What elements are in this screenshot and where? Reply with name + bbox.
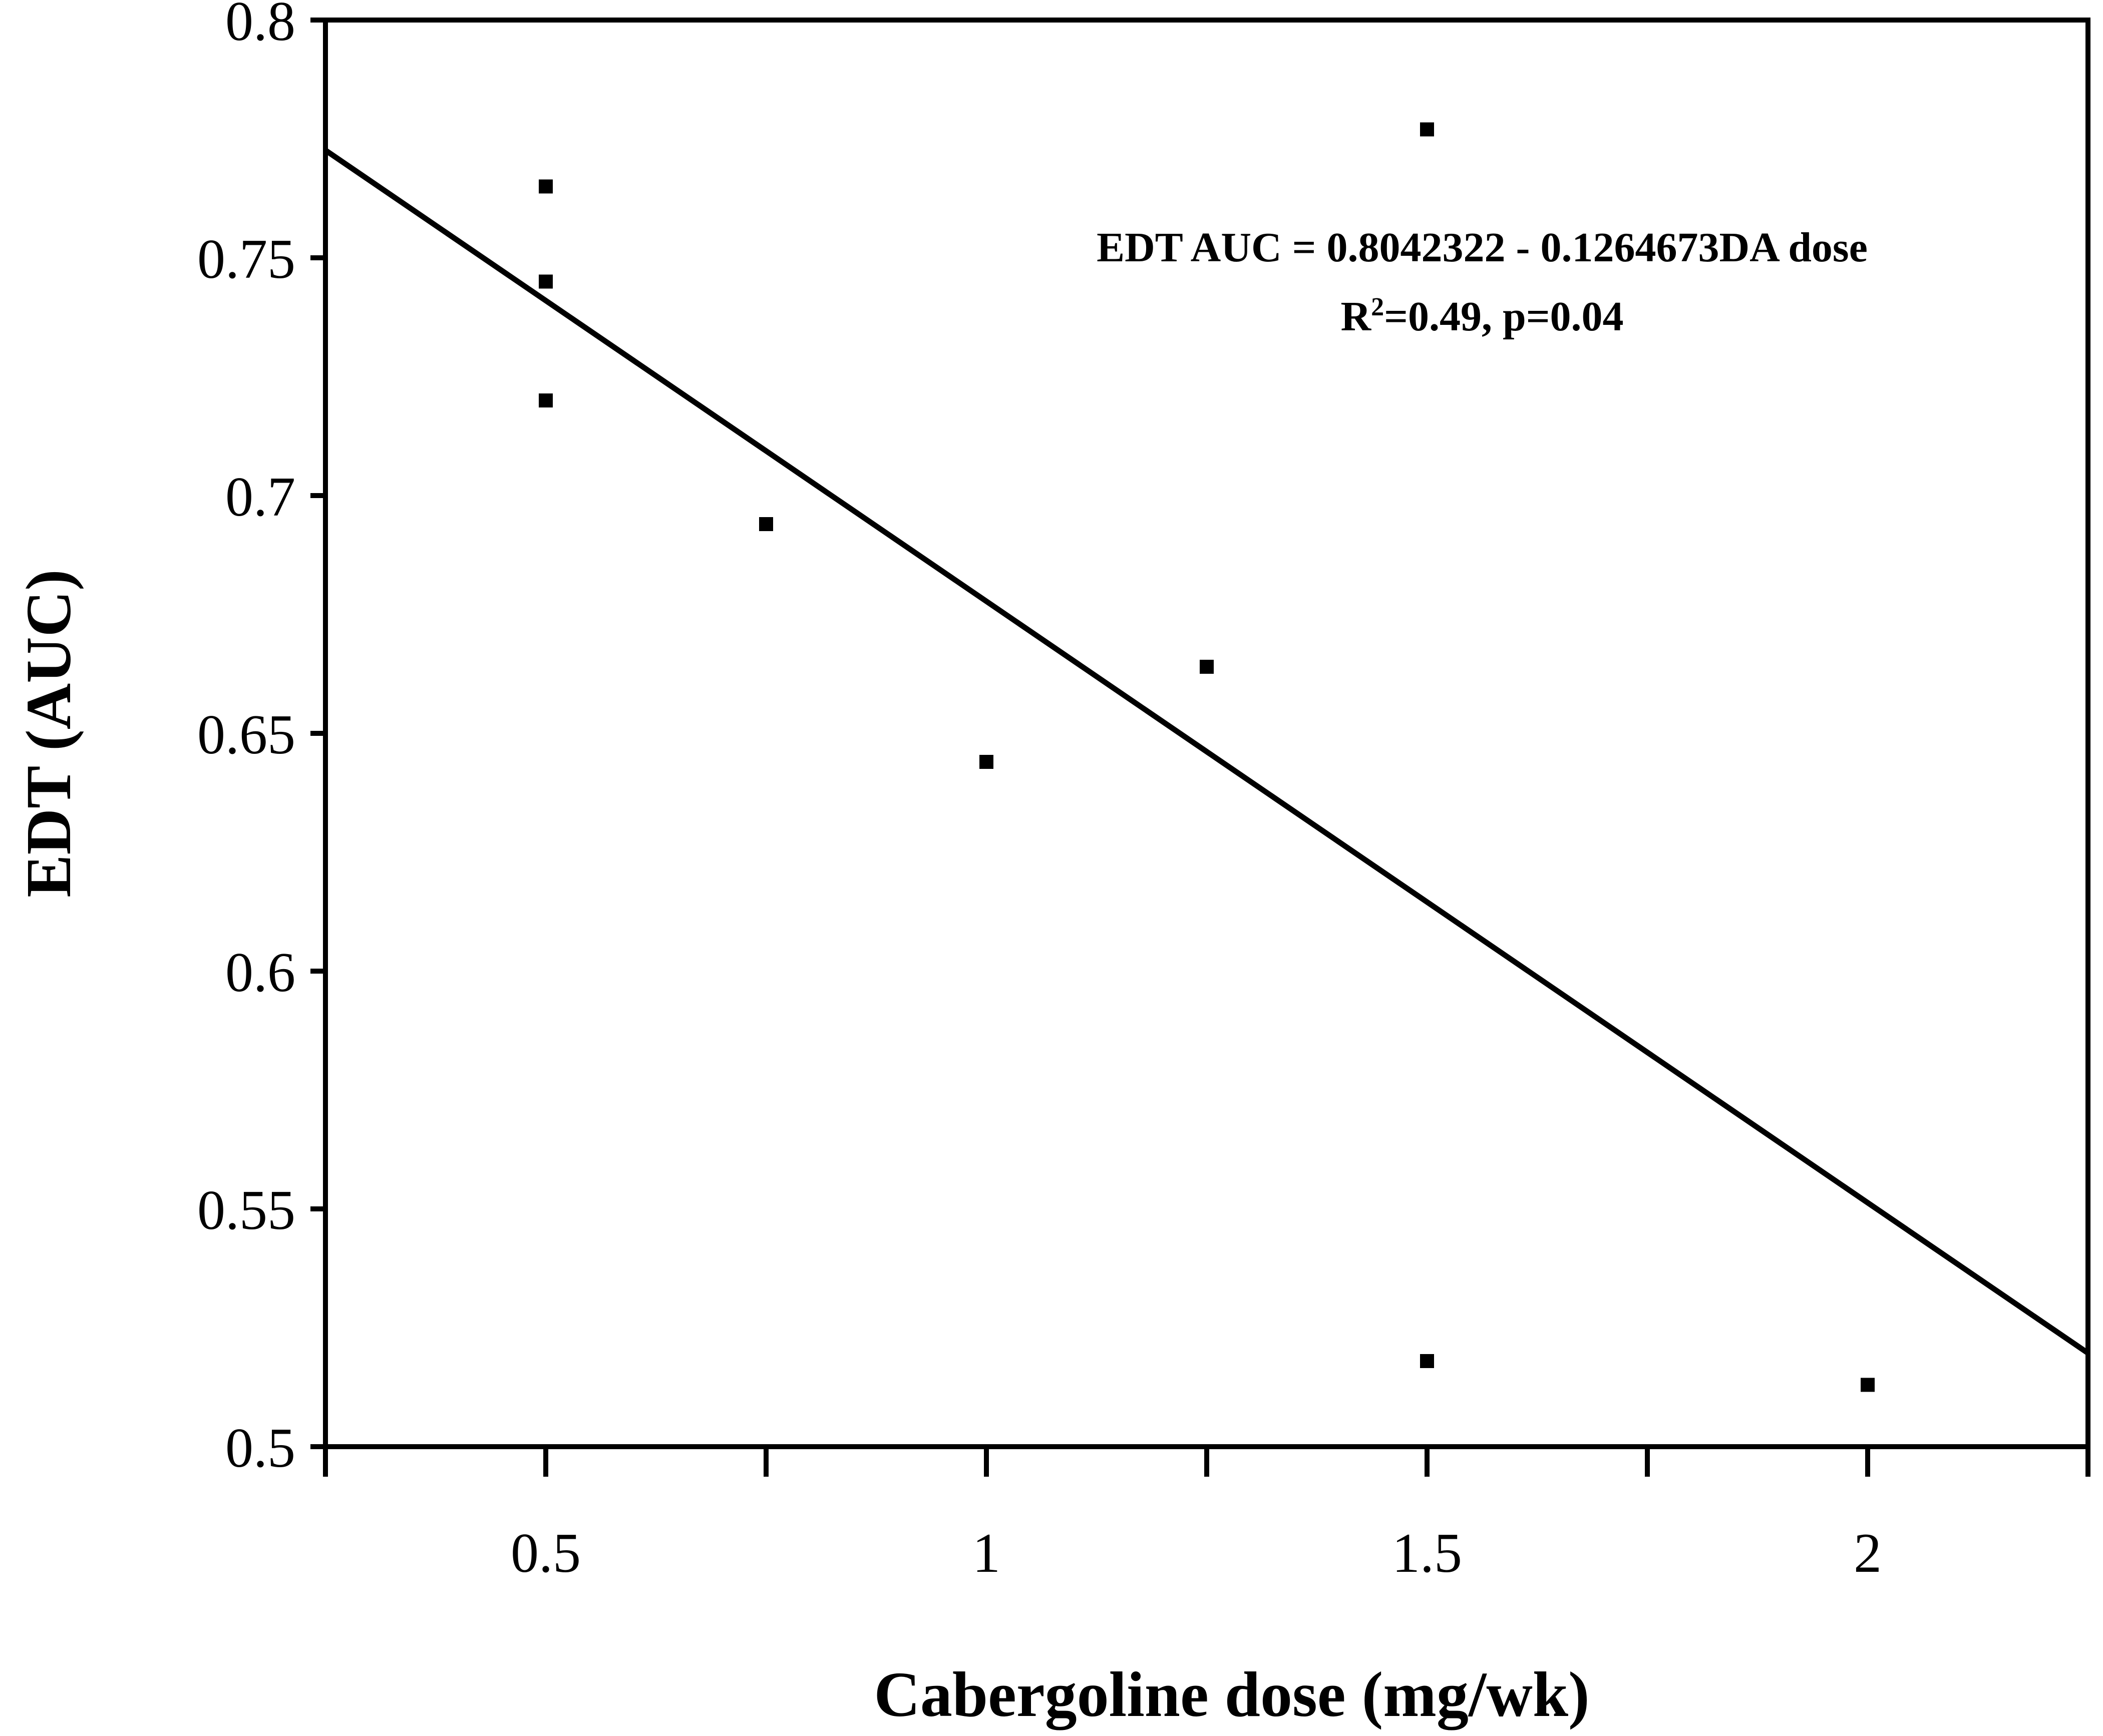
data-point	[1200, 660, 1214, 674]
data-point	[979, 755, 993, 769]
x-tick-label: 2	[1854, 1522, 1882, 1584]
data-point	[759, 517, 773, 531]
y-tick-label: 0.75	[197, 228, 295, 290]
regression-stats: R2=0.49, p=0.04	[1340, 293, 1623, 340]
x-axis-title: Cabergoline dose (mg/wk)	[874, 1659, 1589, 1730]
data-point	[1861, 1378, 1875, 1392]
data-point	[539, 393, 553, 407]
y-tick-label: 0.6	[225, 942, 295, 1004]
data-point	[1420, 1354, 1434, 1368]
regression-equation: EDT AUC = 0.8042322 - 0.1264673DA dose	[1097, 224, 1868, 271]
y-tick-label: 0.5	[225, 1417, 295, 1479]
y-axis-ticks: 0.5 0.55 0.6 0.65 0.7 0.75 0.8	[197, 0, 325, 1479]
r-squared-p-value: =0.49, p=0.04	[1384, 293, 1623, 340]
x-axis-ticks: 0.5 1 1.5 2	[323, 1447, 2090, 1584]
x-tick-label: 1	[972, 1522, 1000, 1584]
y-tick-label: 0.65	[197, 704, 295, 766]
regression-line	[323, 148, 2090, 1356]
y-tick-label: 0.55	[197, 1179, 295, 1241]
x-tick-label: 1.5	[1392, 1522, 1462, 1584]
y-axis-title: EDT (AUC)	[13, 569, 84, 897]
data-point	[539, 179, 553, 194]
data-point	[539, 274, 553, 289]
y-tick-label: 0.7	[225, 466, 295, 528]
y-tick-label: 0.8	[225, 0, 295, 53]
regression-line-group	[323, 148, 2090, 1356]
r-squared-symbol: R	[1340, 293, 1371, 340]
r-squared-superscript: 2	[1371, 293, 1384, 321]
x-tick-label: 0.5	[511, 1522, 581, 1584]
data-points	[539, 122, 1875, 1392]
data-point	[1420, 122, 1434, 137]
